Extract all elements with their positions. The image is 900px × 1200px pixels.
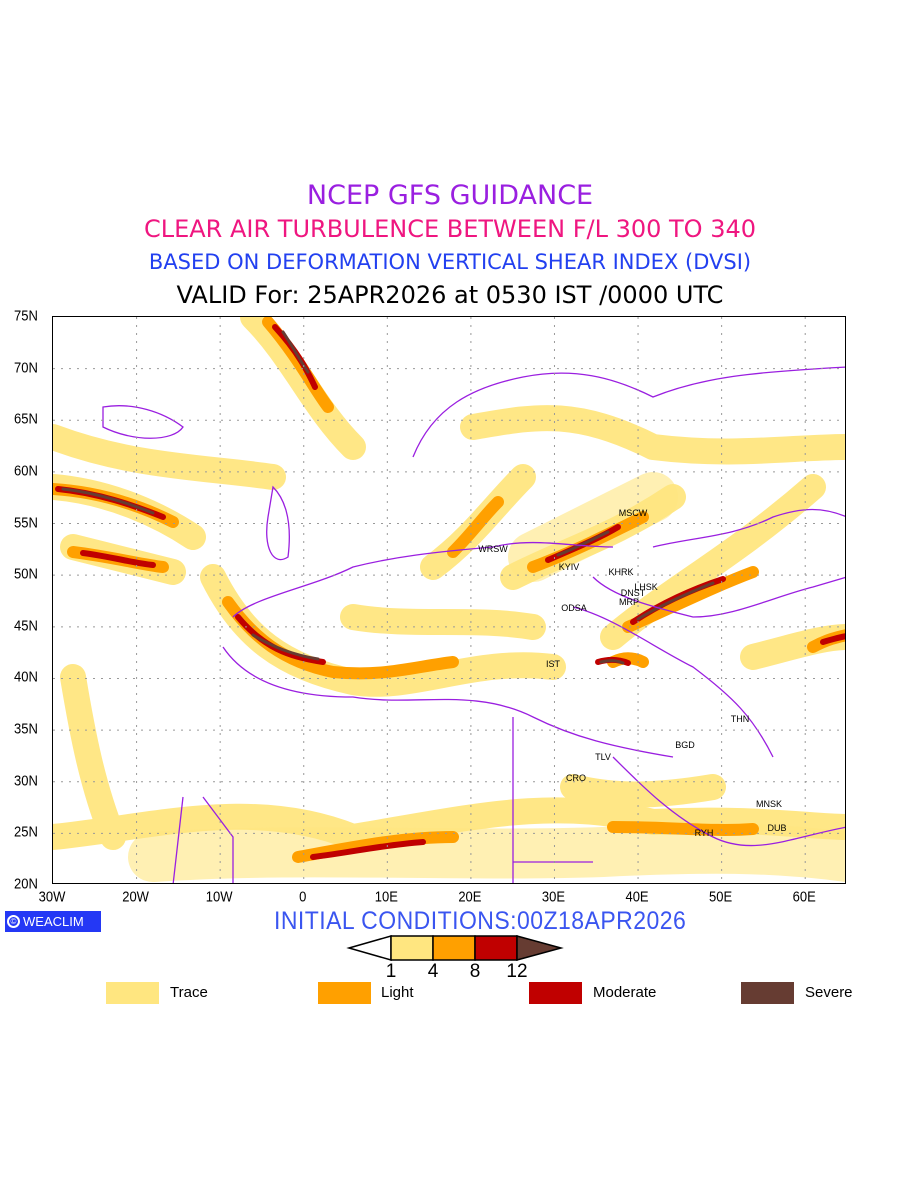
legend-swatch-severe [741, 982, 794, 1004]
lon-tick-label: 30W [38, 887, 66, 906]
title-source: NCEP GFS GUIDANCE [306, 180, 594, 211]
lon-tick-label: 20W [122, 887, 149, 906]
lon-tick-label: 10W [205, 887, 233, 906]
colorbar-label: 12 [506, 961, 528, 982]
lon-tick-label: 0 [299, 887, 307, 906]
station-label: LHSK [634, 582, 658, 592]
station-label: TLV [595, 752, 611, 762]
legend-label-moderate: Moderate [593, 984, 657, 1001]
lat-tick-label: 55N [14, 513, 38, 531]
lon-tick-label: 50E [709, 887, 733, 906]
lon-tick-label: 30E [541, 887, 566, 906]
title-valid-time: VALID For: 25APR2026 at 0530 IST /0000 U… [176, 281, 724, 309]
colorbar-cell-severe [516, 935, 564, 961]
station-label: MNSK [755, 799, 783, 809]
legend-label-severe: Severe [805, 984, 853, 1001]
lat-tick-label: 70N [14, 358, 38, 376]
brand-name: WEACLIM [23, 914, 84, 929]
lat-tick-label: 60N [14, 461, 38, 480]
weaclim-logo: © WEACLIM [5, 911, 101, 932]
turbulence-field [53, 317, 845, 883]
lon-tick-label: 60E [792, 887, 816, 906]
legend-label-light: Light [381, 984, 414, 1001]
station-label: BGD [675, 740, 695, 750]
lat-tick-label: 30N [14, 771, 38, 789]
legend-swatch-trace [106, 982, 159, 1004]
colorbar-below-min [346, 935, 392, 961]
colorbar-label: 4 [427, 961, 439, 982]
station-label: THN [730, 714, 750, 724]
lon-tick-label: 10E [374, 887, 398, 906]
lat-tick-label: 50N [14, 565, 38, 583]
lat-tick-label: 75N [14, 306, 38, 325]
colorbar-label: 8 [469, 961, 481, 982]
colorbar-label: 1 [385, 961, 397, 982]
colorbar-cell-trace [390, 935, 434, 961]
station-label: DNST [620, 588, 646, 598]
station-label: KYIV [558, 562, 580, 572]
lat-tick-label: 25N [14, 823, 38, 841]
station-label: IST [545, 659, 561, 669]
turbulence-map: MSCW WRSW KYIV KHRK LHSK DNST MRP ODSA IST THN BGD… [52, 316, 846, 884]
lon-tick-label: 40E [625, 887, 649, 906]
station-label: MSCW [618, 508, 648, 518]
graticule [53, 317, 845, 883]
lat-tick-label: 45N [14, 616, 38, 634]
station-label: RYH [694, 828, 714, 838]
lat-tick-label: 40N [14, 668, 38, 686]
station-label: DUB [767, 823, 787, 833]
station-label: KHRK [608, 567, 634, 577]
initial-conditions: INITIAL CONDITIONS:00Z18APR2026 [274, 907, 687, 935]
station-label: ODSA [561, 603, 587, 613]
station-label: MRP [619, 597, 639, 607]
legend-swatch-light [318, 982, 371, 1004]
lat-tick-label: 65N [14, 410, 38, 428]
lon-tick-label: 20E [458, 887, 482, 906]
legend-label-trace: Trace [170, 984, 208, 1001]
station-label: CRO [566, 773, 586, 783]
colorbar-cell-moderate [474, 935, 518, 961]
lat-tick-label: 20N [14, 874, 38, 893]
title-product: CLEAR AIR TURBULENCE BETWEEN F/L 300 TO … [143, 215, 757, 243]
colorbar-cell-light [432, 935, 476, 961]
legend-swatch-moderate [529, 982, 582, 1004]
lat-tick-label: 35N [14, 719, 38, 738]
station-label: WRSW [478, 544, 508, 554]
title-method: BASED ON DEFORMATION VERTICAL SHEAR INDE… [148, 250, 752, 274]
colorbar [346, 935, 564, 961]
copyright-icon: © [7, 915, 20, 928]
